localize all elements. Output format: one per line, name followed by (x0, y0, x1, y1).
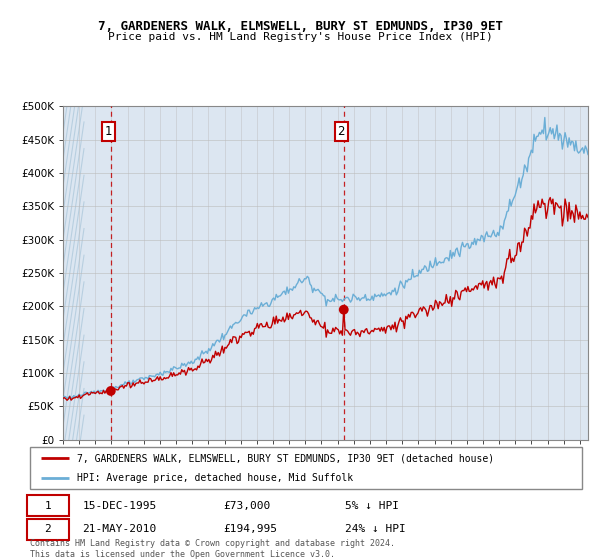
Text: 7, GARDENERS WALK, ELMSWELL, BURY ST EDMUNDS, IP30 9ET: 7, GARDENERS WALK, ELMSWELL, BURY ST EDM… (97, 20, 503, 32)
Point (106, 386, 116, 395)
FancyBboxPatch shape (27, 519, 68, 540)
Text: £194,995: £194,995 (223, 525, 277, 534)
Text: 15-DEC-1995: 15-DEC-1995 (82, 501, 157, 511)
Text: 5% ↓ HPI: 5% ↓ HPI (344, 501, 398, 511)
Text: 1: 1 (44, 501, 52, 511)
FancyBboxPatch shape (27, 495, 68, 516)
Text: Price paid vs. HM Land Registry's House Price Index (HPI): Price paid vs. HM Land Registry's House … (107, 32, 493, 43)
Text: 7, GARDENERS WALK, ELMSWELL, BURY ST EDMUNDS, IP30 9ET (detached house): 7, GARDENERS WALK, ELMSWELL, BURY ST EDM… (77, 453, 494, 463)
Text: 2: 2 (44, 525, 52, 534)
Text: £73,000: £73,000 (223, 501, 271, 511)
Text: Contains HM Land Registry data © Crown copyright and database right 2024.
This d: Contains HM Land Registry data © Crown c… (30, 539, 395, 559)
Text: 21-MAY-2010: 21-MAY-2010 (82, 525, 157, 534)
Text: 24% ↓ HPI: 24% ↓ HPI (344, 525, 406, 534)
Text: 2: 2 (338, 125, 345, 138)
Text: HPI: Average price, detached house, Mid Suffolk: HPI: Average price, detached house, Mid … (77, 473, 353, 483)
Text: 1: 1 (104, 125, 112, 138)
Point (339, 305, 349, 314)
